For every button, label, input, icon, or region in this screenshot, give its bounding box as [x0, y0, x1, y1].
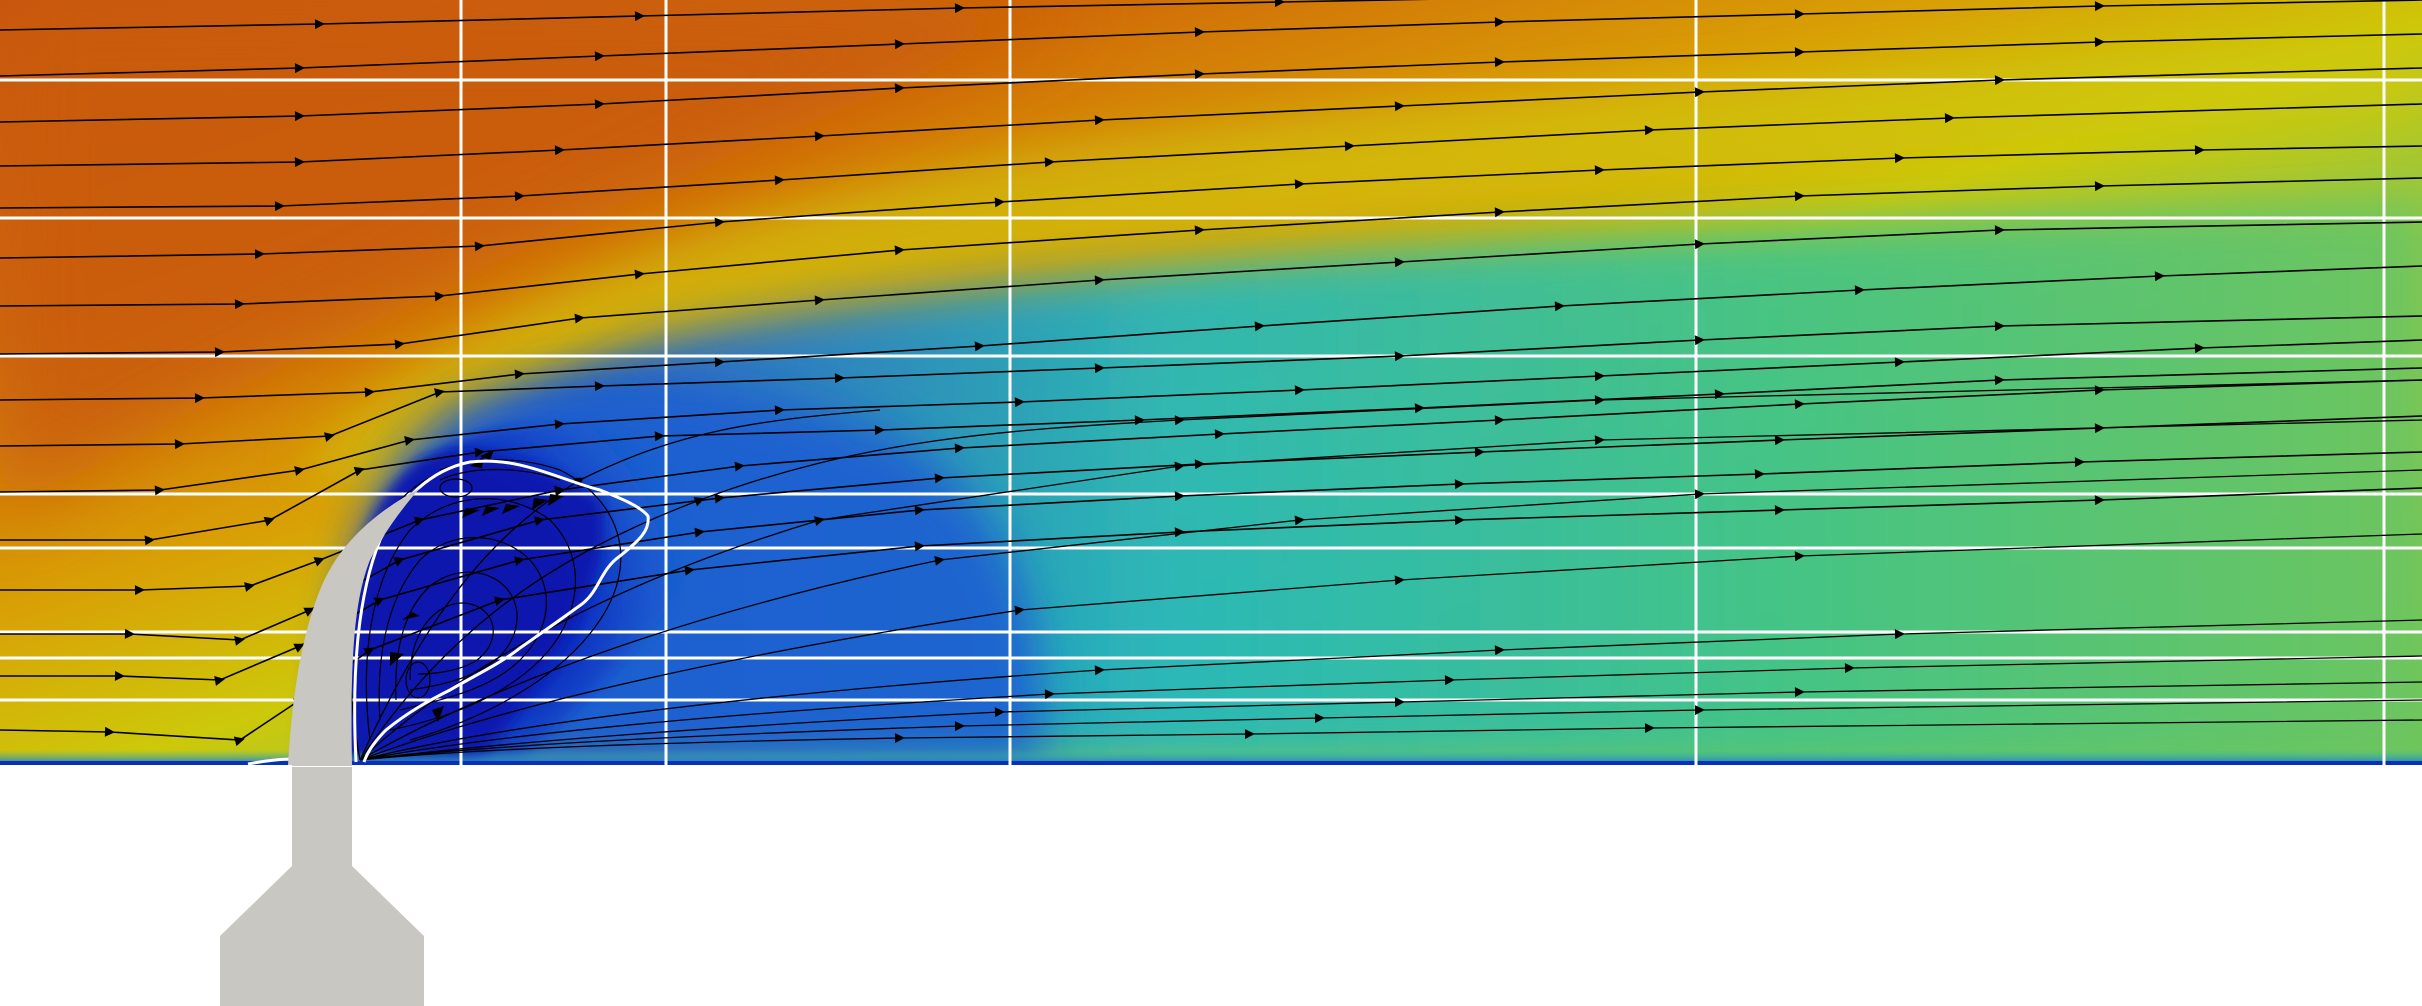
- vortex-arrows: [390, 450, 564, 722]
- streamlines-wake: [359, 379, 2422, 761]
- lower-background: [0, 766, 2422, 767]
- streamlines-free-stream: [0, 0, 2422, 747]
- solid-body: [220, 488, 424, 1006]
